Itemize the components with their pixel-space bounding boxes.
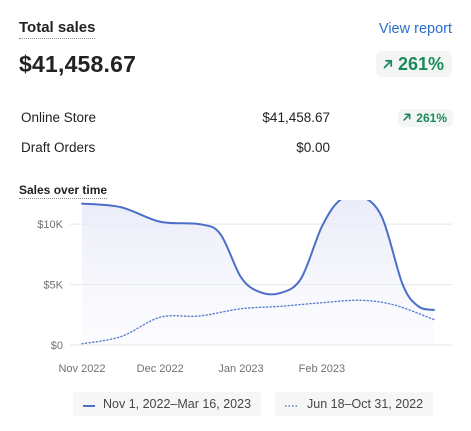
x-tick-label: Dec 2022 [137, 363, 184, 375]
breakdown-name: Draft Orders [21, 140, 96, 155]
legend-item-current-period[interactable]: Nov 1, 2022–Mar 16, 2023 [73, 392, 262, 416]
arrow-up-right-icon [402, 111, 412, 125]
solid-line-swatch-icon [83, 397, 95, 411]
sales-over-time-chart[interactable]: $0 $5K $10K Nov 2022 Dec 2022 Jan 2023 Feb 202… [0, 200, 471, 385]
y-tick-label: $0 [51, 340, 63, 352]
legend-label: Nov 1, 2022–Mar 16, 2023 [103, 397, 252, 411]
total-sales-value: $41,458.67 [19, 51, 137, 77]
series-line-comparison-period [81, 299, 435, 345]
x-tick-label: Feb 2023 [299, 363, 345, 375]
total-change-value: 261% [397, 53, 444, 74]
view-report-link[interactable]: View report [378, 21, 452, 37]
breakdown-change-value: 261% [416, 111, 447, 125]
breakdown-row-draft-orders: Draft Orders $0.00 [21, 138, 453, 158]
legend-item-comparison-period[interactable]: Jun 18–Oct 31, 2022 [275, 392, 434, 416]
y-tick-label: $10K [37, 219, 63, 231]
breakdown-change-badge: 261% [398, 109, 453, 127]
breakdown-amount: $0.00 [296, 140, 330, 155]
arrow-up-right-icon [382, 54, 394, 75]
breakdown-amount: $41,458.67 [262, 110, 330, 125]
x-tick-label: Nov 2022 [58, 363, 105, 375]
legend-label: Jun 18–Oct 31, 2022 [307, 397, 424, 411]
y-tick-label: $5K [43, 280, 63, 292]
x-tick-label: Jan 2023 [218, 363, 263, 375]
chart-title[interactable]: Sales over time [19, 183, 108, 199]
breakdown-row-online-store: Online Store $41,458.67 261% [21, 108, 453, 128]
total-change-badge: 261% [375, 51, 452, 77]
breakdown-name: Online Store [21, 110, 97, 125]
card-title[interactable]: Total sales [19, 20, 96, 39]
area-fill-current-period [82, 200, 434, 345]
series-line-current-period [81, 200, 435, 311]
dotted-line-swatch-icon [285, 397, 299, 411]
